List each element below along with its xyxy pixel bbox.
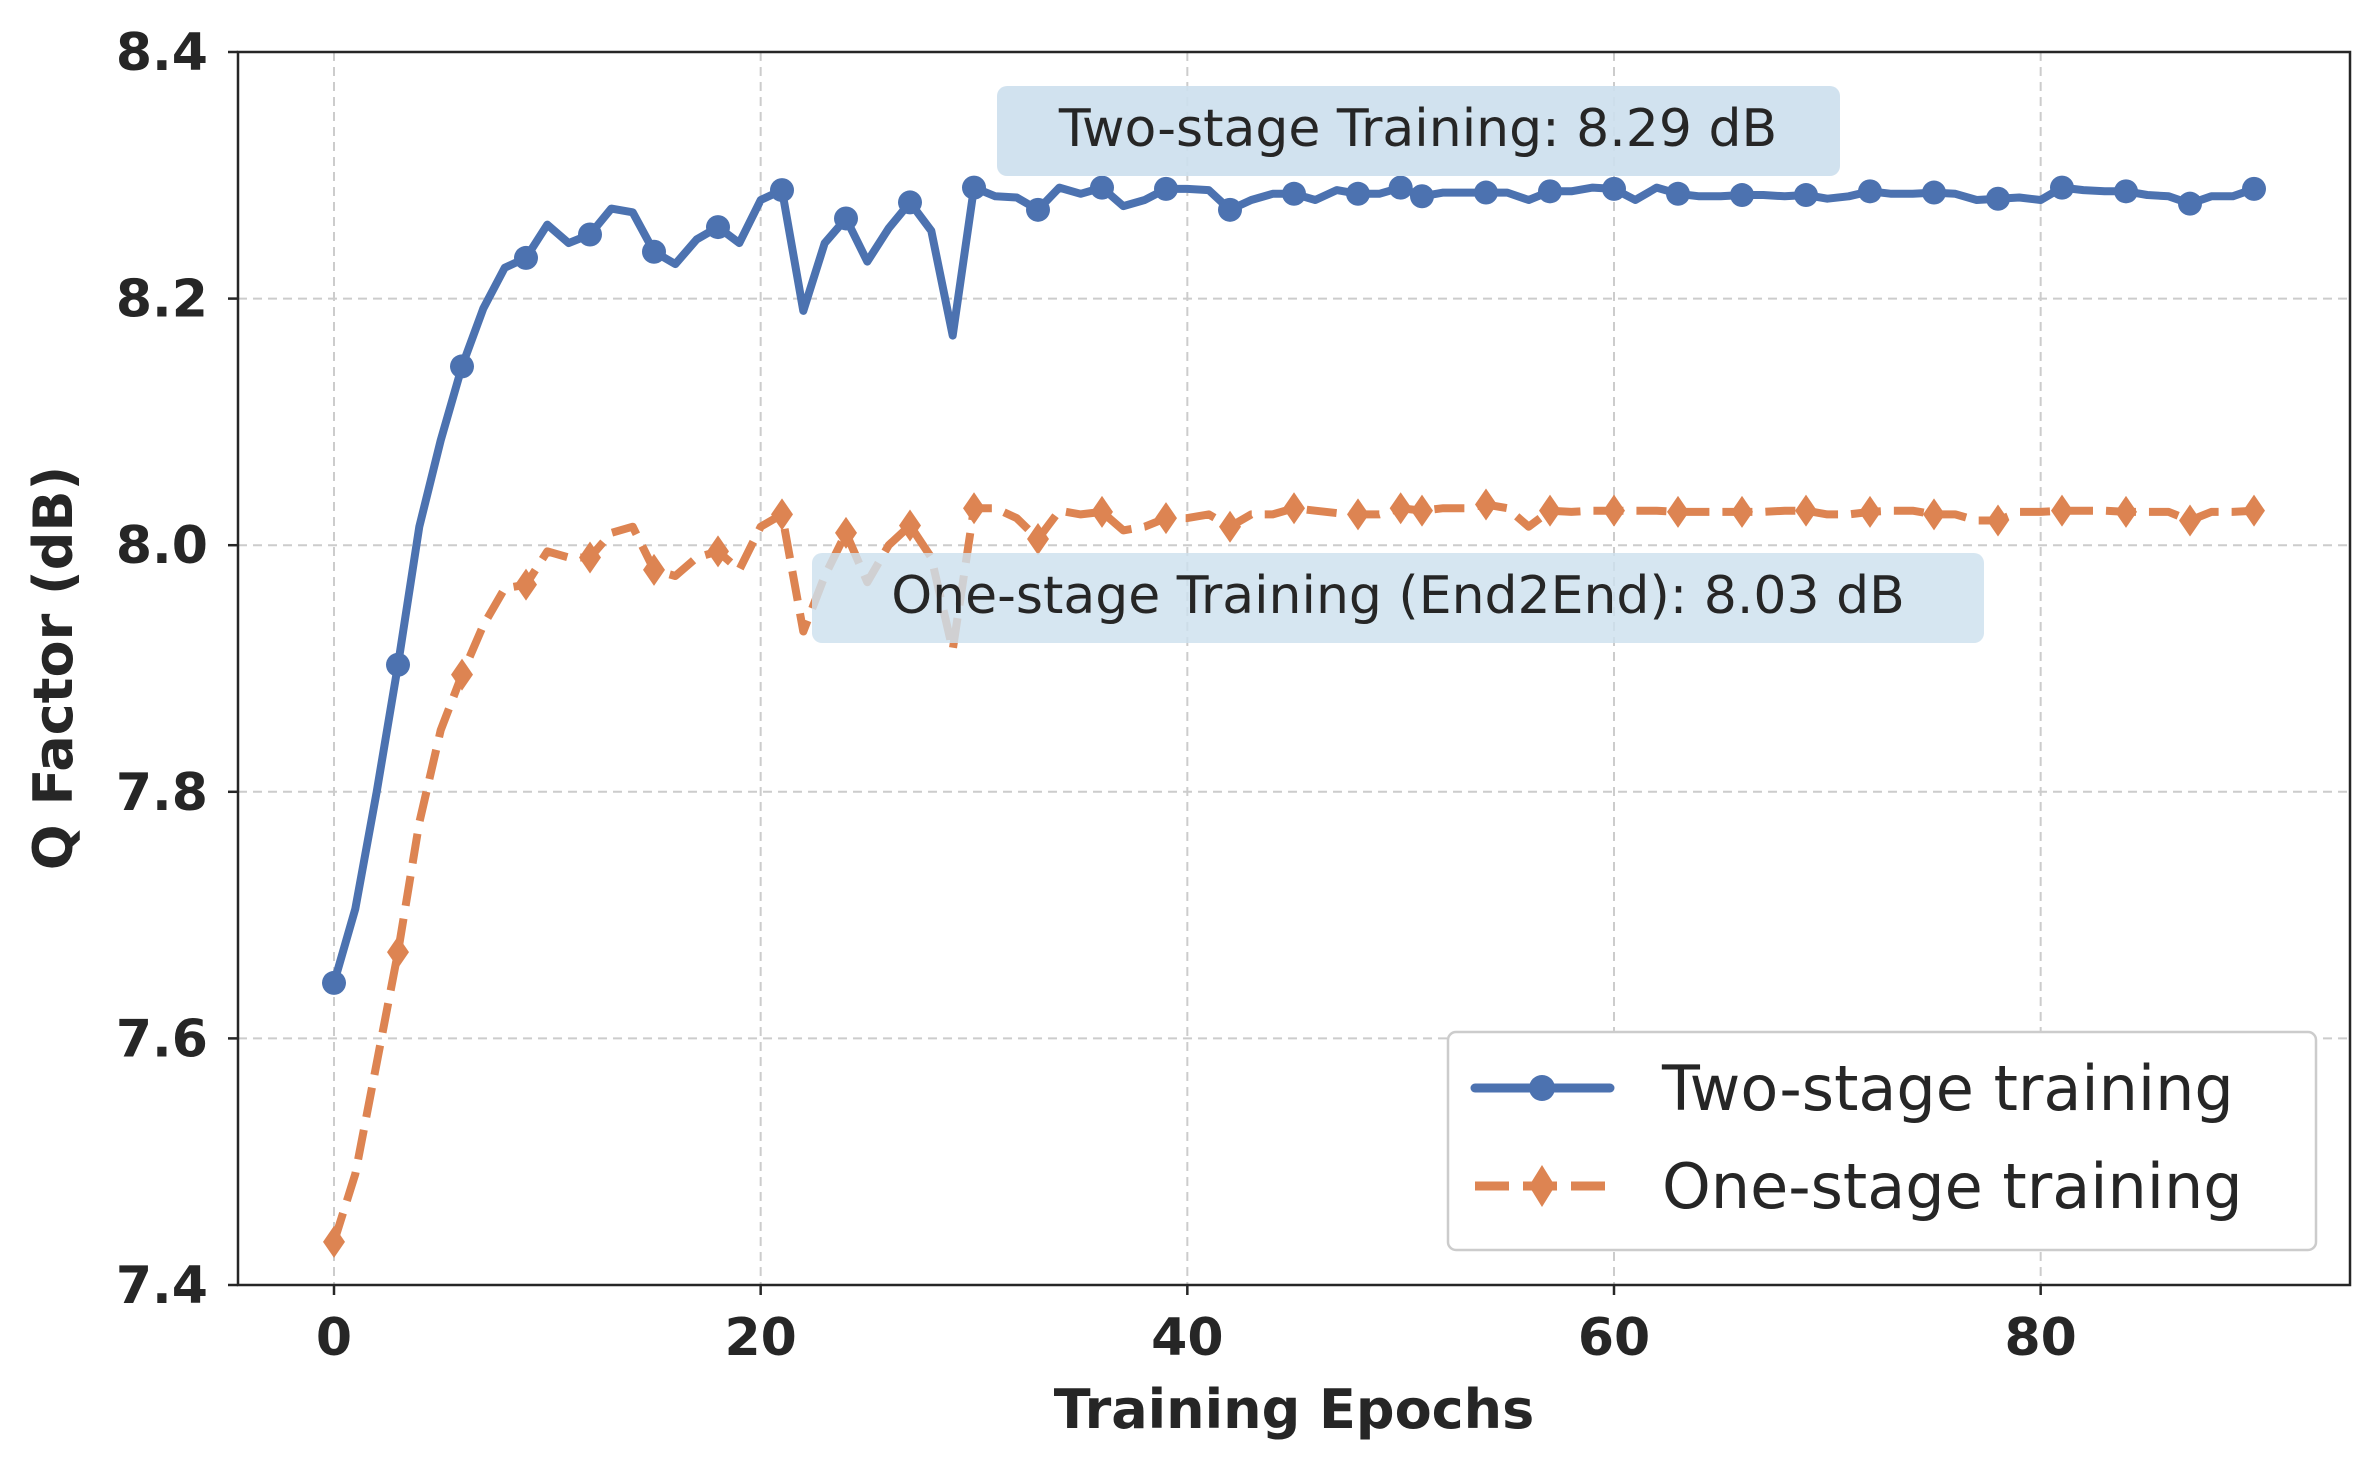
one-stage-diamond-marker [963, 492, 985, 525]
two-stage-circle-marker [578, 222, 602, 247]
x-tick-label: 20 [724, 1308, 796, 1368]
one-stage-diamond-marker [1731, 495, 1753, 528]
one-stage-diamond-marker [1987, 504, 2009, 537]
legend-entry-one-stage: One-stage training [1475, 1150, 2243, 1223]
one-stage-diamond-marker [1795, 494, 1817, 527]
one-stage-diamond-marker [1091, 495, 1113, 528]
x-tick-label: 80 [2004, 1308, 2076, 1368]
two-stage-circle-marker [2178, 191, 2202, 216]
annotation-text-one-stage: One-stage Training (End2End): 8.03 dB [891, 566, 1905, 626]
two-stage-circle-marker [770, 178, 794, 203]
two-stage-circle-marker [514, 245, 538, 270]
one-stage-diamond-marker [2115, 495, 2137, 528]
two-stage-circle-marker [322, 970, 346, 995]
legend-marker-circle [1529, 1075, 1555, 1101]
one-stage-diamond-marker [387, 936, 409, 969]
annotation-box-two-stage [997, 86, 1840, 176]
two-stage-circle-marker [1474, 180, 1498, 205]
legend: Two-stage training One-stage training [1446, 1030, 2318, 1252]
one-stage-diamond-marker [2051, 494, 2073, 527]
one-stage-diamond-marker [579, 541, 601, 574]
annotation-one-stage: One-stage Training (End2End): 8.03 dB [812, 553, 1984, 643]
series-layer [322, 175, 2266, 1258]
two-stage-circle-marker [2050, 175, 2074, 200]
one-stage-diamond-marker [1539, 494, 1561, 527]
annotation-text-two-stage: Two-stage Training: 8.29 dB [1058, 99, 1777, 159]
one-stage-diamond-marker [515, 568, 537, 601]
legend-box [1446, 1030, 2318, 1252]
two-stage-circle-marker [1090, 175, 1114, 200]
one-stage-diamond-marker [835, 516, 857, 549]
y-tick-label: 8.2 [116, 270, 208, 330]
one-stage-diamond-marker [1923, 498, 1945, 531]
y-tick-label: 8.0 [116, 516, 208, 576]
two-stage-circle-marker [1666, 181, 1690, 206]
legend-label-two-stage: Two-stage training [1661, 1052, 2234, 1125]
two-stage-circle-marker [1922, 180, 1946, 205]
two-stage-circle-marker [1602, 176, 1626, 201]
one-stage-diamond-marker [1475, 488, 1497, 521]
tick-labels: 0 20 40 60 80 7.4 7.6 7.8 8.0 8.2 8.4 [116, 23, 2077, 1368]
two-stage-circle-marker [1388, 175, 1413, 200]
two-stage-circle-marker [962, 175, 986, 200]
y-tick-label: 7.4 [116, 1256, 208, 1316]
one-stage-diamond-marker [707, 535, 729, 568]
one-stage-diamond-marker [1027, 523, 1049, 556]
x-tick-label: 0 [316, 1308, 352, 1368]
one-stage-diamond-marker [2243, 494, 2265, 527]
one-stage-diamond-marker [451, 658, 473, 691]
y-tick-label: 7.8 [116, 763, 208, 823]
one-stage-diamond-marker [1603, 494, 1625, 527]
one-stage-diamond-marker [1219, 510, 1241, 543]
two-stage-circle-marker [1858, 179, 1882, 204]
y-axis-label: Q Factor (dB) [22, 466, 85, 870]
one-stage-diamond-marker [1283, 492, 1305, 525]
legend-label-one-stage: One-stage training [1662, 1150, 2243, 1223]
one-stage-diamond-marker [1667, 495, 1689, 528]
y-tick-label: 8.4 [116, 23, 208, 83]
two-stage-circle-marker [834, 206, 858, 231]
one-stage-diamond-marker [1411, 494, 1433, 527]
two-stage-circle-marker [1794, 183, 1818, 208]
two-stage-circle-marker [450, 354, 474, 379]
legend-entry-two-stage: Two-stage training [1470, 1052, 2234, 1125]
one-stage-diamond-marker [1389, 492, 1412, 525]
one-stage-diamond-marker [1347, 498, 1369, 531]
annotation-box-one-stage [812, 553, 1984, 643]
two-stage-circle-marker [706, 215, 730, 240]
two-stage-circle-marker [642, 239, 666, 264]
one-stage-diamond-marker [643, 553, 665, 586]
two-stage-circle-marker [1154, 176, 1178, 201]
two-stage-circle-marker [1218, 197, 1242, 222]
two-stage-circle-marker [1410, 184, 1434, 209]
two-stage-circle-marker [2242, 176, 2266, 201]
x-tick-label: 40 [1151, 1308, 1223, 1368]
two-stage-circle-marker [1538, 179, 1562, 204]
two-stage-circle-marker [1346, 181, 1370, 206]
one-stage-diamond-marker [1859, 495, 1881, 528]
one-stage-diamond-marker [2179, 504, 2201, 537]
one-stage-diamond-marker [899, 509, 921, 542]
two-stage-circle-marker [2114, 179, 2138, 204]
two-stage-circle-marker [1282, 181, 1306, 206]
y-tick-label: 7.6 [116, 1009, 208, 1069]
one-stage-diamond-marker [1155, 502, 1177, 535]
two-stage-circle-marker [1730, 183, 1754, 208]
annotation-two-stage: Two-stage Training: 8.29 dB [997, 86, 1840, 176]
two-stage-circle-marker [898, 190, 922, 215]
plot-frame [236, 50, 2352, 1287]
two-stage-circle-marker [386, 652, 410, 677]
legend-marker-diamond [1529, 1165, 1555, 1207]
two-stage-circle-marker [1026, 197, 1050, 222]
one-stage-diamond-marker [323, 1225, 345, 1258]
x-tick-label: 60 [1578, 1308, 1650, 1368]
two-stage-circle-marker [1986, 186, 2010, 211]
x-axis-label: Training Epochs [1054, 1378, 1535, 1441]
one-stage-diamond-marker [771, 498, 793, 531]
